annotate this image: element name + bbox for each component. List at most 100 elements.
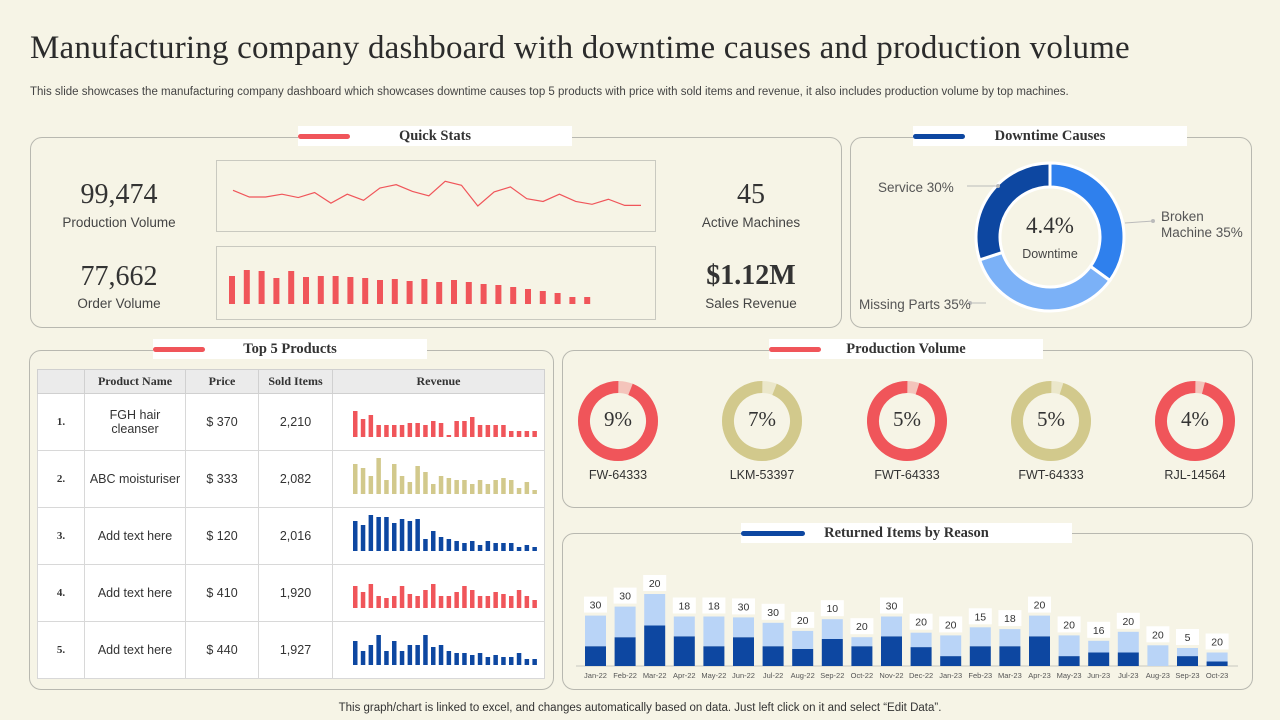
bar-segment-top	[910, 632, 932, 648]
revenue-bar	[508, 595, 513, 608]
revenue-bar	[477, 652, 482, 665]
tick-label: Jun-22	[732, 671, 755, 680]
revenue-bar	[453, 420, 459, 437]
revenue-bar	[368, 475, 373, 494]
revenue-bar	[500, 424, 506, 437]
revenue-bar	[524, 595, 529, 608]
missing-parts-label: Missing Parts 35%	[859, 297, 971, 312]
bar-segment-top	[1147, 645, 1169, 666]
revenue-bar	[383, 650, 389, 665]
revenue-cell	[332, 450, 545, 508]
revenue-mini-chart	[352, 457, 537, 494]
bar-segment-bottom	[614, 637, 636, 666]
revenue-bar	[531, 489, 537, 494]
revenue-bar	[485, 656, 490, 665]
revenue-bar	[453, 479, 459, 494]
revenue-bar	[399, 424, 404, 437]
data-label-bg	[732, 598, 755, 615]
revenue-bar	[399, 650, 404, 665]
returned-items-title: Returned Items by Reason	[741, 523, 1072, 543]
revenue-bar	[360, 467, 365, 494]
revenue-bar	[500, 477, 506, 494]
revenue-bar	[368, 583, 373, 608]
bar-segment-bottom	[762, 646, 784, 666]
title-accent-bar	[741, 530, 805, 536]
data-label-bg	[791, 611, 815, 628]
revenue-bar	[352, 520, 357, 551]
data-label: 20	[649, 578, 661, 590]
revenue-bar	[399, 475, 404, 494]
ring-percent: 5%	[893, 407, 921, 431]
revenue-bar	[461, 479, 467, 494]
bar-segment-top	[969, 627, 991, 647]
bar-segment-bottom	[792, 648, 814, 666]
data-label: 16	[1093, 625, 1105, 637]
sales-revenue-value: $1.12M	[706, 260, 796, 291]
product-name: Add text here	[84, 507, 186, 565]
bar-segment-bottom	[1029, 636, 1050, 666]
revenue-bar	[516, 652, 521, 665]
data-label-bg	[880, 597, 903, 614]
data-label: 20	[1034, 600, 1046, 612]
revenue-bar	[461, 420, 467, 437]
data-label: 20	[856, 621, 868, 633]
revenue-bar	[422, 538, 428, 551]
title-accent-bar	[298, 133, 350, 139]
downtime-center-label: Downtime	[1022, 247, 1078, 261]
data-label-bg	[1028, 596, 1051, 613]
sparkbar	[465, 282, 472, 304]
downtime-center-value: 4.4%	[1026, 213, 1074, 238]
data-label: 18	[678, 601, 690, 613]
bar-segment-top	[1206, 652, 1228, 662]
bar-segment-bottom	[585, 646, 606, 666]
row-number: 5.	[37, 621, 85, 679]
product-name: Add text here	[84, 564, 186, 622]
bar-segment-bottom	[881, 636, 902, 666]
sparkbar	[317, 276, 324, 304]
product-name: Add text here	[84, 621, 186, 679]
order-sparkbars	[216, 246, 656, 320]
ring-progress	[1011, 381, 1091, 462]
bar-segment-top	[851, 637, 873, 647]
revenue-bar	[407, 422, 412, 437]
bar-segment-bottom	[1177, 656, 1198, 666]
revenue-bar	[375, 516, 381, 551]
revenue-bar	[485, 483, 490, 494]
sparkbar	[480, 284, 487, 304]
top-products-title: Top 5 Products	[153, 339, 427, 359]
active-machines-label: Active Machines	[701, 215, 801, 230]
revenue-bar	[407, 644, 412, 665]
bar-segment-bottom	[969, 646, 991, 666]
bar-segment-bottom	[733, 637, 754, 666]
revenue-bar	[352, 585, 357, 608]
revenue-bar	[438, 536, 443, 551]
data-label: 10	[826, 603, 838, 615]
data-label-bg	[613, 587, 637, 604]
tick-label: May-22	[701, 671, 726, 680]
revenue-bar	[438, 595, 443, 608]
bar-segment-top	[673, 616, 695, 637]
quick-stats-title: Quick Stats	[298, 126, 572, 146]
revenue-bar	[383, 424, 389, 437]
tick-label: Jul-22	[763, 671, 783, 680]
bar-segment-bottom	[1058, 656, 1080, 666]
row-number: 4.	[37, 564, 85, 622]
revenue-bar	[516, 589, 521, 608]
tick-label: Feb-22	[613, 671, 637, 680]
sparkbar	[554, 293, 561, 304]
order-volume-label: Order Volume	[77, 296, 161, 311]
bar-segment-top	[940, 635, 962, 657]
col-price: Price	[185, 369, 259, 394]
revenue-bar	[477, 544, 482, 551]
downtime-donut-chart	[967, 161, 1155, 313]
revenue-bar	[383, 516, 389, 551]
revenue-bar	[375, 457, 381, 494]
data-label: 30	[590, 600, 602, 612]
data-label-bg	[672, 597, 696, 614]
page-title: Manufacturing company dashboard with dow…	[30, 30, 1130, 66]
bar-segment-top	[762, 622, 784, 647]
revenue-bar	[407, 520, 412, 551]
col-revenue: Revenue	[332, 369, 545, 394]
tick-label: Mar-22	[643, 671, 667, 680]
revenue-cell	[332, 621, 545, 679]
